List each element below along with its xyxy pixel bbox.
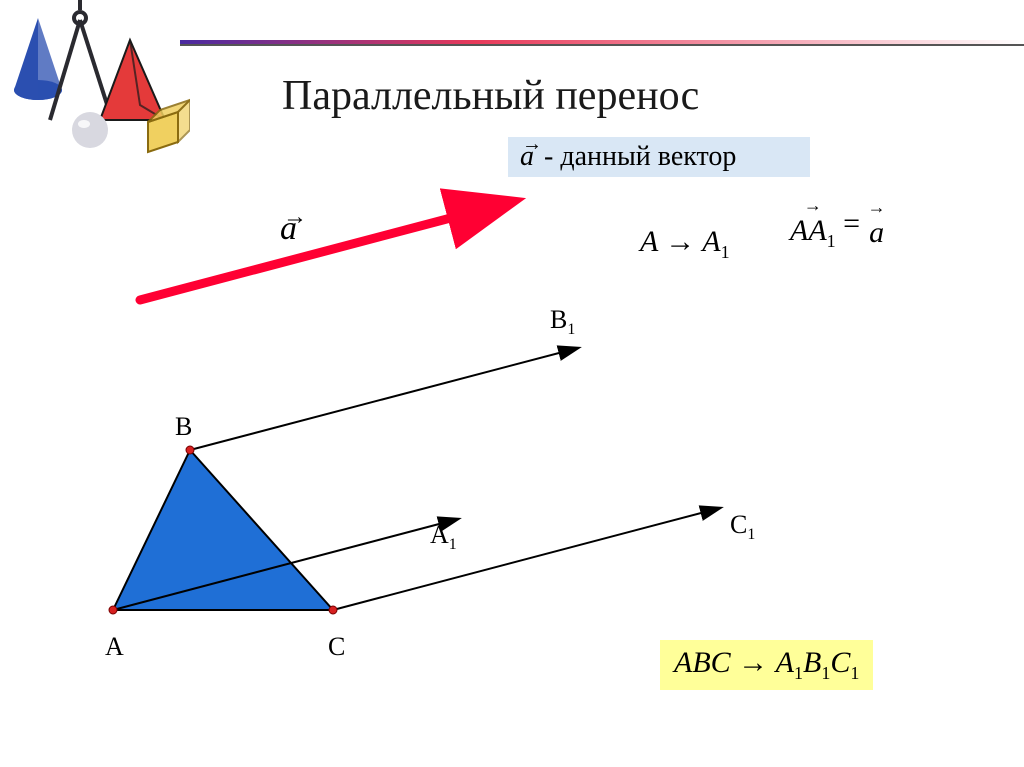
label-a1: A1: [430, 520, 457, 554]
vector-a-label: → a: [280, 210, 297, 248]
translation-vector: [140, 205, 500, 300]
vertex-a: [109, 606, 117, 614]
vector-cc1: [333, 508, 720, 610]
vertex-b: [186, 446, 194, 454]
diagram-svg: [0, 0, 1024, 767]
vector-bb1: [190, 348, 578, 450]
label-b: B: [175, 412, 192, 442]
slide-root: Параллельный перенос → a - данный вектор…: [0, 0, 1024, 767]
label-a: A: [105, 632, 124, 662]
label-c: C: [328, 632, 345, 662]
triangle-abc: [113, 450, 333, 610]
label-c1: C1: [730, 510, 755, 544]
label-b1: B1: [550, 305, 575, 339]
vertex-c: [329, 606, 337, 614]
